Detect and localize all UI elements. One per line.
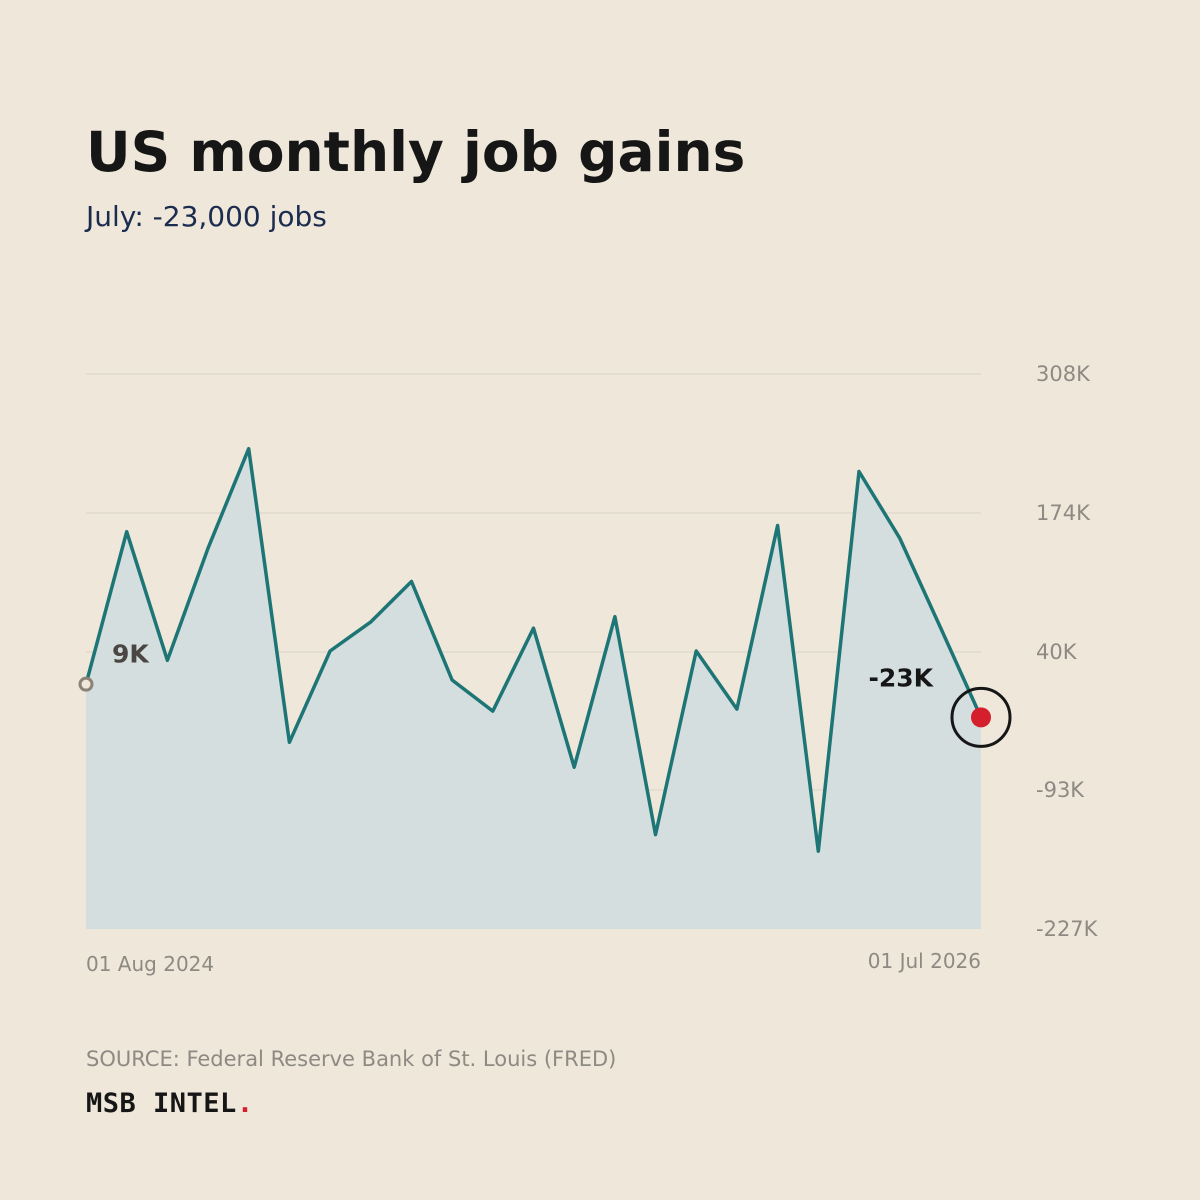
series-line bbox=[84, 446, 983, 853]
source-note: SOURCE: Federal Reserve Bank of St. Loui… bbox=[86, 1047, 617, 1071]
x-tick-label-end: 01 Jul 2026 bbox=[868, 949, 981, 973]
start-point-marker bbox=[78, 676, 94, 692]
brand-logo: MSB INTEL. bbox=[86, 1088, 254, 1119]
end-point-marker bbox=[971, 707, 991, 728]
markers bbox=[78, 676, 1012, 748]
tick-labels: 308K 174K 40K -93K -227K 01 Aug 2024 01 Jul 20… bbox=[86, 362, 1099, 976]
y-tick-label-1: 174K bbox=[1036, 501, 1091, 525]
end-value-label: -23K bbox=[868, 664, 934, 693]
y-tick-label-0: 308K bbox=[1036, 362, 1091, 386]
y-tick-label-2: 40K bbox=[1036, 640, 1078, 664]
y-tick-label-3: -93K bbox=[1036, 778, 1085, 802]
chart-title: US monthly job gains bbox=[86, 120, 746, 184]
brand-name: MSB INTEL bbox=[86, 1088, 237, 1119]
chart-subtitle: July: -23,000 jobs bbox=[86, 200, 327, 233]
end-point-ring bbox=[950, 686, 1012, 748]
y-tick-label-4: -227K bbox=[1036, 917, 1099, 941]
start-value-label: 9K bbox=[112, 640, 150, 669]
x-tick-label-start: 01 Aug 2024 bbox=[86, 952, 214, 976]
brand-dot: . bbox=[236, 1088, 254, 1119]
series-area bbox=[86, 448, 981, 929]
